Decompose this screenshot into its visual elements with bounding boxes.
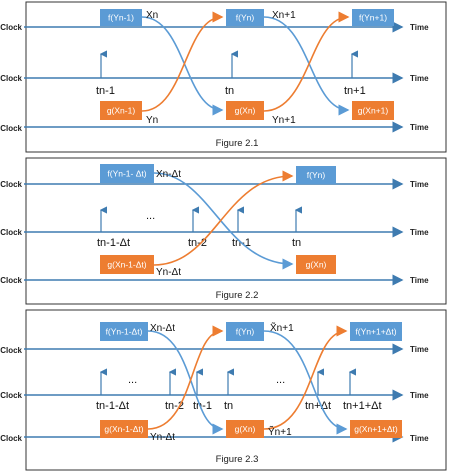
fig2-box-f-1 [100, 164, 154, 183]
fig1-box-f-1-label: f(Yn-1) [108, 13, 134, 23]
fig1-curve-y2 [263, 11, 350, 112]
fig3-tick-label-2: tn-2 [165, 400, 184, 412]
panel-fig3-border [25, 309, 447, 471]
fig2-curve-x [153, 172, 294, 270]
fig1-tick-label-1: tn-1 [96, 85, 115, 97]
fig1-box-f-2-label: f(Yn) [236, 13, 255, 23]
fig1-curve-x2 [263, 16, 350, 116]
fig2-var-x: Xn-Δt [156, 169, 181, 180]
fig3-box-f-1-label: f(Yn-1-Δt) [106, 327, 143, 337]
fig3-var-x-1: Xn-Δt [150, 323, 175, 334]
fig2-box-g-2 [296, 255, 336, 274]
fig2-tick-label-2: tn-2 [188, 237, 207, 249]
fig1-tick-label-3: tn+1 [344, 85, 366, 97]
fig1-box-g-3 [352, 101, 394, 120]
fig2-sim-label: Sim. Clock [0, 228, 23, 237]
fig1-box-g-3-label: g(Xn+1) [358, 106, 389, 116]
panel-fig1-border [25, 1, 447, 153]
fig2-dots: ... [146, 210, 155, 222]
fig2-box-g-1-label: g(Xn-1-Δt) [107, 260, 146, 270]
fig3-box-g-2-label: g(Xn) [235, 424, 256, 434]
fig3-time-label-3: Time [410, 434, 429, 443]
fig3-tick-label-6: tn+1+Δt [343, 400, 382, 412]
panel-fig2-border [25, 157, 447, 305]
fig3-tick-label-1: tn-1-Δt [96, 400, 129, 412]
fig2-tick-label-4: tn [292, 237, 301, 249]
fig3-box-f-1 [100, 322, 148, 341]
fig3-box-g-2 [226, 420, 264, 438]
fig3-box-g-1-label: g(Xn-1-Δt) [104, 424, 143, 434]
fig2-box-g-2-label: g(Xn) [306, 260, 327, 270]
rts1-label: RTS_1. Clock [0, 23, 23, 32]
fig3-box-f-3-label: f(Yn+1+Δt) [355, 327, 396, 337]
fig3-tick-label-4: tn [224, 400, 233, 412]
fig1-var-x-1: Xn [146, 10, 158, 21]
fig2-var-y: Yn-Δt [156, 267, 181, 278]
fig2-box-f-2 [296, 166, 336, 184]
fig1-var-x-2: Xn+1 [272, 10, 296, 21]
fig1-tick-label-2: tn [225, 85, 234, 97]
fig1-caption: Figure 2.1 [216, 138, 259, 149]
fig3-var-y-2: Ỹn+1 [268, 425, 292, 438]
fig1-box-f-3 [352, 9, 394, 26]
fig3-rts2-label: RTS_2. Clock [0, 434, 23, 443]
fig1-curve-y1 [141, 11, 224, 112]
rts2-label: RTS_2. Clock [0, 124, 23, 133]
fig1-var-y-2: Yn+1 [272, 115, 296, 126]
fig1-time-label-1: Time [410, 23, 429, 32]
sim-clock-label: Sim. Clock [0, 74, 23, 83]
fig3-var-y-1: Yn-Δt [150, 432, 175, 443]
fig1-time-label-2: Time [410, 74, 429, 83]
fig3-box-g-3-label: g(Xn+1+Δt) [354, 424, 398, 434]
fig3-box-f-2-label: f(Yn) [236, 327, 255, 337]
fig2-time-label-3: Time [410, 276, 429, 285]
fig3-tick-label-5: tn+Δt [305, 400, 331, 412]
fig3-dots-2: ... [276, 374, 285, 386]
fig1-box-g-2 [226, 101, 264, 120]
fig2-box-f-2-label: f(Yn) [307, 170, 326, 180]
fig2-box-g-1 [100, 255, 154, 274]
fig2-rts1-label: RTS_1. Clock [0, 180, 23, 189]
fig3-curve-y2 [263, 325, 348, 430]
fig1-time-label-3: Time [410, 123, 429, 132]
fig3-tick-label-3: tn-1 [193, 400, 212, 412]
fig2-rts2-label: RTS_2. Clock [0, 276, 23, 285]
fig2-caption: Figure 2.2 [216, 290, 259, 301]
fig1-box-g-2-label: g(Xn) [235, 106, 256, 116]
fig1-box-f-1 [100, 9, 142, 26]
fig2-curve-y [153, 170, 294, 266]
fig1-box-f-2 [226, 9, 264, 26]
fig3-dots-1: ... [128, 374, 137, 386]
fig2-tick-label-1: tn-1-Δt [97, 237, 130, 249]
fig3-box-f-2 [226, 322, 264, 341]
fig3-box-g-1 [100, 420, 148, 438]
fig3-time-label-1: Time [410, 345, 429, 354]
fig1-box-f-3-label: f(Yn+1) [359, 13, 387, 23]
fig3-var-x-2: X̃n+1 [270, 321, 294, 334]
fig3-sim-label: Sim. Clock [0, 391, 23, 400]
fig3-box-f-3 [350, 322, 402, 341]
fig2-box-f-1-label: f(Yn-1- Δt) [107, 169, 146, 179]
fig3-curve-x1 [147, 330, 224, 435]
fig1-box-g-1 [100, 101, 142, 120]
fig2-time-label-2: Time [410, 228, 429, 237]
fig3-time-label-2: Time [410, 391, 429, 400]
fig2-time-label-1: Time [410, 180, 429, 189]
fig3-box-g-3 [350, 420, 402, 438]
fig1-curve-x1 [141, 16, 224, 116]
fig3-curve-y1 [147, 325, 224, 430]
fig3-caption: Figure 2.3 [216, 454, 259, 465]
fig1-var-y-1: Yn [146, 115, 158, 126]
fig1-box-g-1-label: g(Xn-1) [107, 106, 136, 116]
fig3-rts1-label: RTS_1. Clock [0, 346, 23, 355]
